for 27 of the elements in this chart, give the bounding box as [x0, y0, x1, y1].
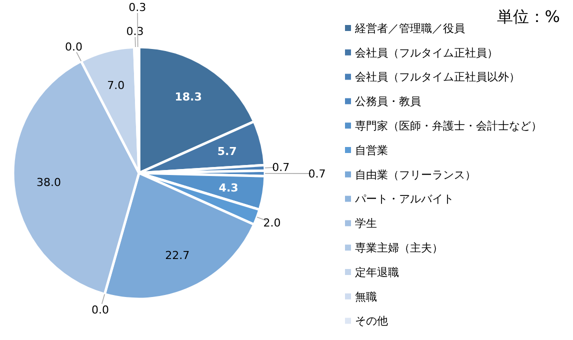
- legend-label: 学生: [355, 217, 377, 230]
- data-label: 7.0: [107, 79, 125, 92]
- data-label: 18.3: [174, 90, 202, 104]
- data-label: 0.7: [272, 161, 290, 174]
- data-label: 2.0: [263, 216, 281, 230]
- legend-label: 定年退職: [355, 266, 399, 279]
- data-label: 38.0: [36, 176, 61, 189]
- legend-label: 会社員（フルタイム正社員以外）: [355, 70, 520, 84]
- legend-label: 専門家（医師・弁護士・会計士など）: [355, 119, 542, 132]
- legend-label: 経営者／管理職／役員: [354, 22, 465, 35]
- legend-label: 会社員（フルタイム正社員）: [355, 46, 498, 60]
- data-label: 22.7: [165, 249, 190, 262]
- legend-label: 無職: [355, 290, 377, 304]
- data-label: 4.3: [218, 181, 238, 194]
- data-label: 0.7: [308, 167, 326, 180]
- data-label: 0.3: [126, 24, 144, 38]
- legend-label: その他: [355, 314, 388, 328]
- data-label: 5.7: [217, 145, 237, 158]
- text: 0.0: [91, 303, 109, 316]
- legend-label: パート・アルバイト: [354, 192, 454, 206]
- legend-label: 自営業: [355, 144, 388, 157]
- legend-label: 自由業（フリーランス）: [355, 168, 476, 182]
- legend-label: 公務員・教員: [355, 95, 421, 108]
- chart-title: 単位：%: [496, 7, 560, 26]
- text: 0.0: [64, 40, 82, 54]
- data-label: 0.3: [128, 0, 146, 14]
- legend-label: 専業主婦（主夫）: [355, 241, 443, 254]
